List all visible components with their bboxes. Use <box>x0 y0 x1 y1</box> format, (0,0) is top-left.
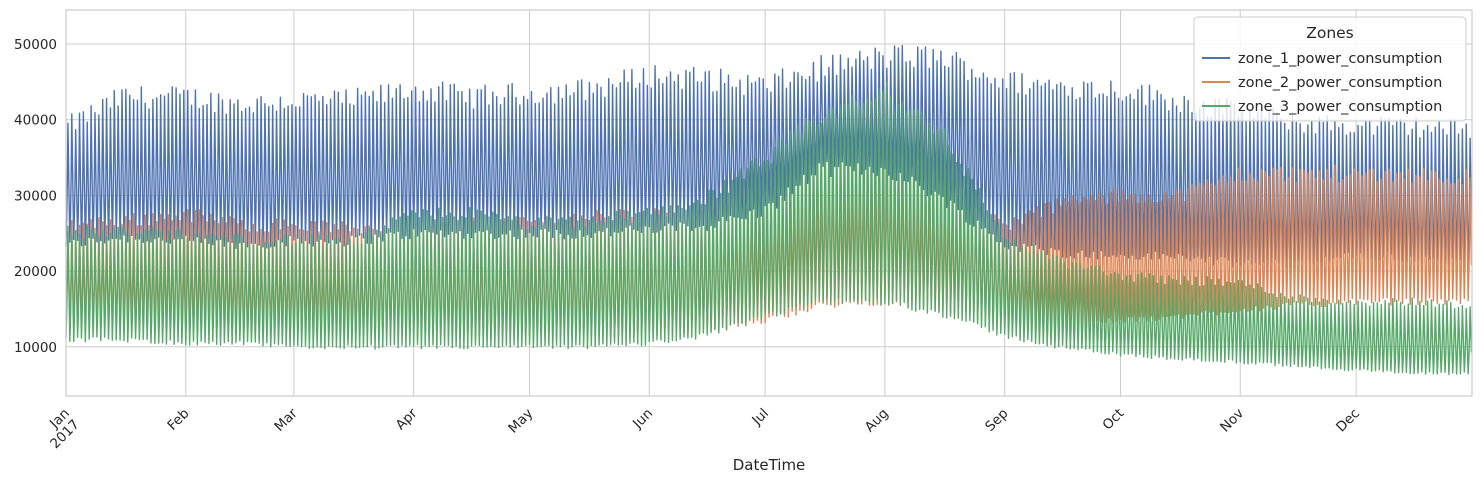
x-tick-label: Oct <box>1100 406 1128 434</box>
x-tick-label: Dec <box>1333 406 1363 436</box>
y-tick-labels: 10000 20000 30000 40000 50000 <box>14 37 57 356</box>
x-axis-label: DateTime <box>733 456 806 474</box>
legend-label: zone_2_power_consumption <box>1238 75 1442 91</box>
legend-box <box>1193 16 1467 122</box>
y-tick-label: 10000 <box>14 340 57 356</box>
legend-title: Zones <box>1306 24 1354 42</box>
series-lines <box>65 45 1473 376</box>
x-tick-label: Sep <box>982 406 1011 435</box>
y-tick-label: 20000 <box>14 264 57 280</box>
legend: Zones zone_1_power_consumption zone_2_pow… <box>1193 16 1467 122</box>
x-tick-label: Apr <box>393 405 421 433</box>
y-tick-label: 50000 <box>14 37 57 53</box>
x-tick-label: Mar <box>271 405 301 435</box>
x-tick-label: May <box>505 406 536 437</box>
x-tick-label: Aug <box>862 406 892 436</box>
y-tick-label: 40000 <box>14 113 57 129</box>
x-tick-label: Jul <box>748 406 772 430</box>
legend-items: zone_1_power_consumption zone_2_power_con… <box>1202 51 1442 115</box>
x-tick-label: Feb <box>164 406 192 434</box>
series-line-3 <box>65 81 1473 376</box>
plot-frame <box>65 9 1473 397</box>
legend-label: zone_3_power_consumption <box>1238 99 1442 115</box>
y-tick-label: 30000 <box>14 188 57 204</box>
x-tick-label: Jun <box>629 406 656 433</box>
x-tick-label: Nov <box>1217 406 1247 436</box>
legend-label: zone_1_power_consumption <box>1238 51 1442 67</box>
